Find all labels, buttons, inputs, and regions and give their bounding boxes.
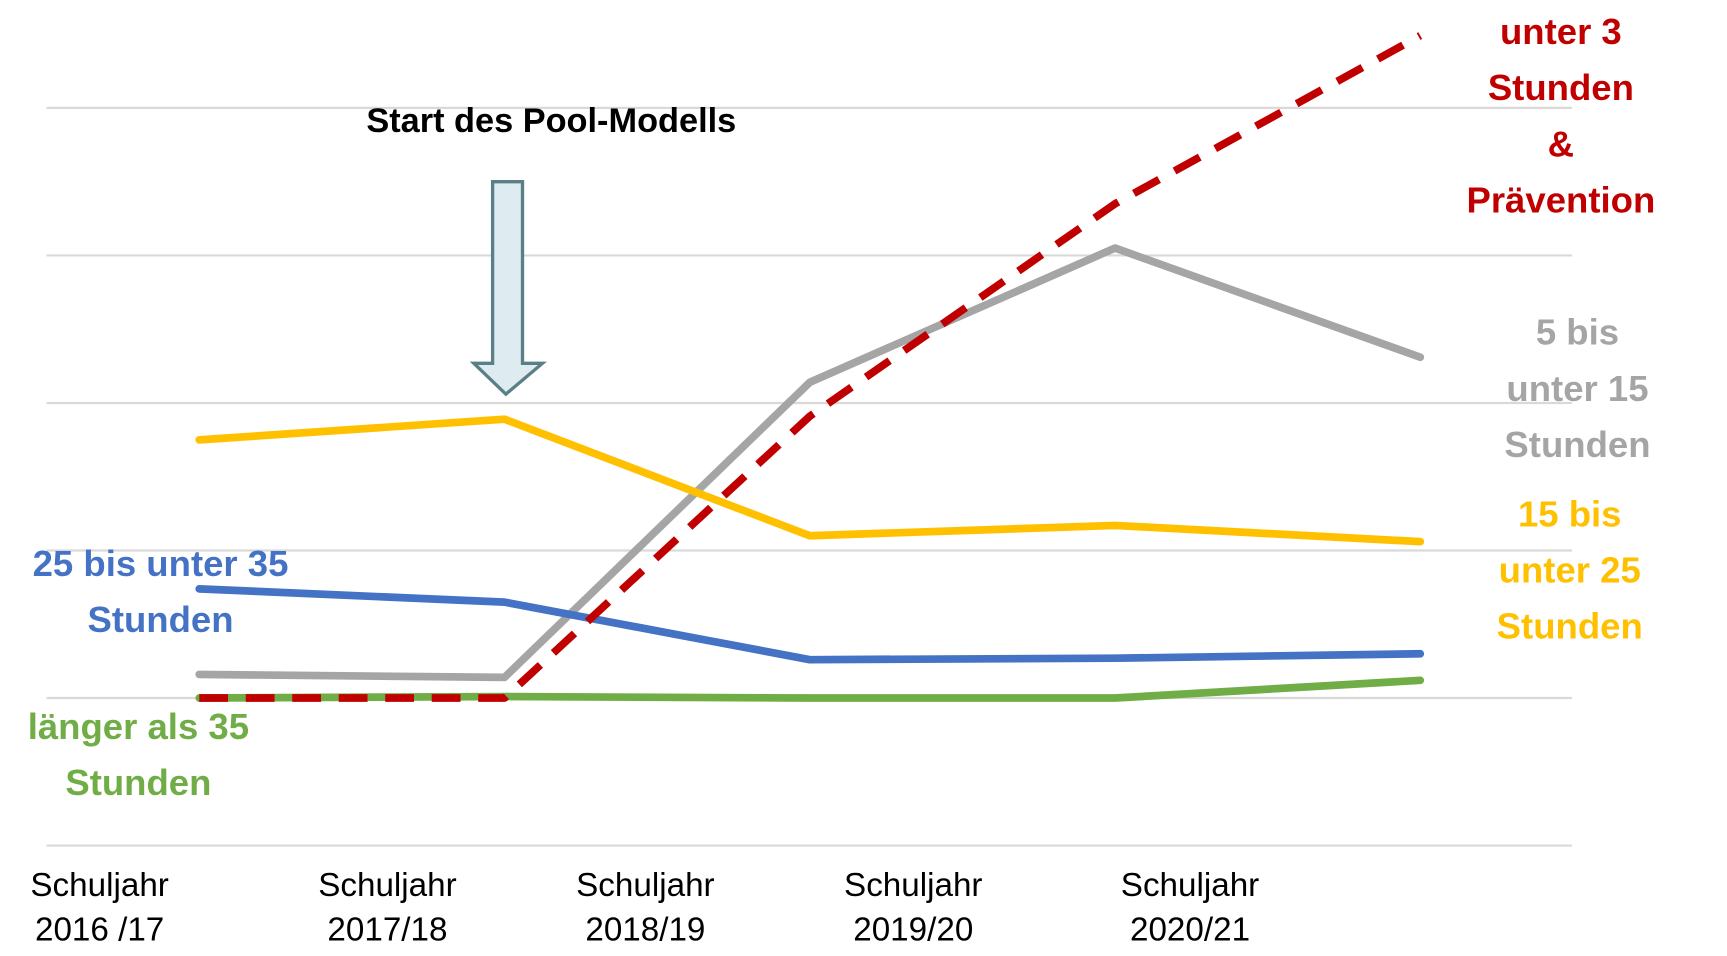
series-line xyxy=(195,244,1425,682)
x-tick-label: Schuljahr 2018/19 xyxy=(576,867,715,948)
series-label: 25 bis unter 35 Stunden xyxy=(32,542,289,640)
annotation: Start des Pool-Modells xyxy=(366,101,737,140)
x-tick-label: Schuljahr 2020/21 xyxy=(1120,867,1260,948)
series-line xyxy=(195,585,1425,664)
x-tick-label: Schuljahr 2016 /17 xyxy=(30,867,169,948)
x-tick-label: Schuljahr 2019/20 xyxy=(844,867,983,948)
series-label: 15 bis unter 25 Stunden xyxy=(1496,493,1643,647)
series-label: 5 bis unter 15 Stunden xyxy=(1504,311,1651,465)
series-line xyxy=(199,32,1423,702)
series-line xyxy=(195,676,1425,702)
series-label: unter 3 Stunden & Prävention xyxy=(1466,11,1656,221)
series-line xyxy=(195,415,1425,546)
pool-arrow xyxy=(469,180,547,397)
series-label: länger als 35 Stunden xyxy=(27,705,250,803)
x-tick-label: Schuljahr 2017/18 xyxy=(318,867,457,948)
